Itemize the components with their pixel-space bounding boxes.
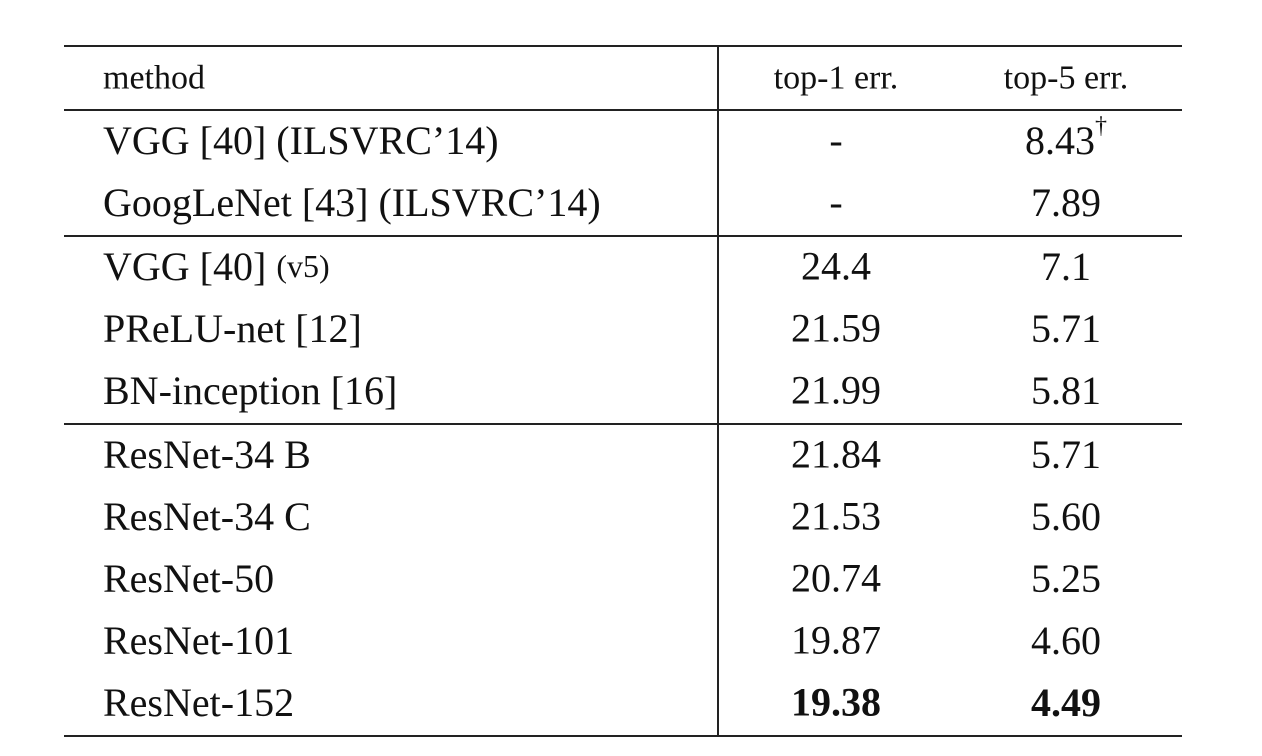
top5-value: 7.89 [1031, 180, 1101, 225]
top5-value: 5.25 [1031, 556, 1101, 601]
top1-cell: - [829, 118, 842, 163]
method: ResNet-34 B [103, 432, 311, 477]
method-cell: ResNet-152 [103, 680, 294, 725]
top5-value: 8.43 [1025, 118, 1095, 163]
top1-cell: 19.87 [791, 618, 881, 663]
top1-cell: 21.99 [791, 368, 881, 413]
method: ResNet-34 C [103, 494, 311, 539]
top1-cell: 21.84 [791, 432, 881, 477]
column-header: method [103, 60, 205, 97]
method-cell: ResNet-34 B [103, 432, 311, 477]
method: GoogLeNet [43] (ILSVRC’14) [103, 180, 601, 225]
column-header: top-1 err. [774, 60, 899, 97]
method: ResNet-101 [103, 618, 294, 663]
method: VGG [40] [103, 244, 266, 289]
top5-cell: 4.49 [1031, 680, 1101, 725]
top5-cell: 7.89 [1031, 180, 1101, 225]
top5-cell: 5.71 [1031, 306, 1101, 351]
method-cell: BN-inception [16] [103, 368, 397, 413]
top1-cell: 24.4 [801, 244, 871, 289]
top5-cell: 5.25 [1031, 556, 1101, 601]
top5-cell: 8.43† [1025, 113, 1107, 163]
method-note: (v5) [276, 248, 329, 284]
top5-value: 7.1 [1041, 244, 1091, 289]
footnote-mark: † [1095, 113, 1107, 139]
method-cell: ResNet-101 [103, 618, 294, 663]
top5-value: 5.71 [1031, 432, 1101, 477]
top1-cell: 21.53 [791, 494, 881, 539]
top1-cell: - [829, 180, 842, 225]
top5-cell: 7.1 [1041, 244, 1091, 289]
column-header: top-5 err. [1004, 60, 1129, 97]
top5-cell: 5.60 [1031, 494, 1101, 539]
method-cell: GoogLeNet [43] (ILSVRC’14) [103, 180, 601, 225]
method-cell: VGG [40] (v5) [103, 244, 330, 289]
top5-cell: 5.71 [1031, 432, 1101, 477]
method: VGG [40] (ILSVRC’14) [103, 118, 499, 163]
method-cell: VGG [40] (ILSVRC’14) [103, 118, 499, 163]
top5-value: 5.71 [1031, 306, 1101, 351]
method: ResNet-50 [103, 556, 274, 601]
method: PReLU-net [12] [103, 306, 362, 351]
method: BN-inception [16] [103, 368, 397, 413]
top5-cell: 4.60 [1031, 618, 1101, 663]
top5-value: 5.81 [1031, 368, 1101, 413]
top5-value: 4.49 [1031, 680, 1101, 725]
method-cell: ResNet-34 C [103, 494, 311, 539]
top5-cell: 5.81 [1031, 368, 1101, 413]
top5-value: 5.60 [1031, 494, 1101, 539]
method: ResNet-152 [103, 680, 294, 725]
top1-cell: 19.38 [791, 680, 881, 725]
top5-value: 4.60 [1031, 618, 1101, 663]
method-cell: ResNet-50 [103, 556, 274, 601]
method-cell: PReLU-net [12] [103, 306, 362, 351]
top1-cell: 21.59 [791, 306, 881, 351]
top1-cell: 20.74 [791, 556, 881, 601]
